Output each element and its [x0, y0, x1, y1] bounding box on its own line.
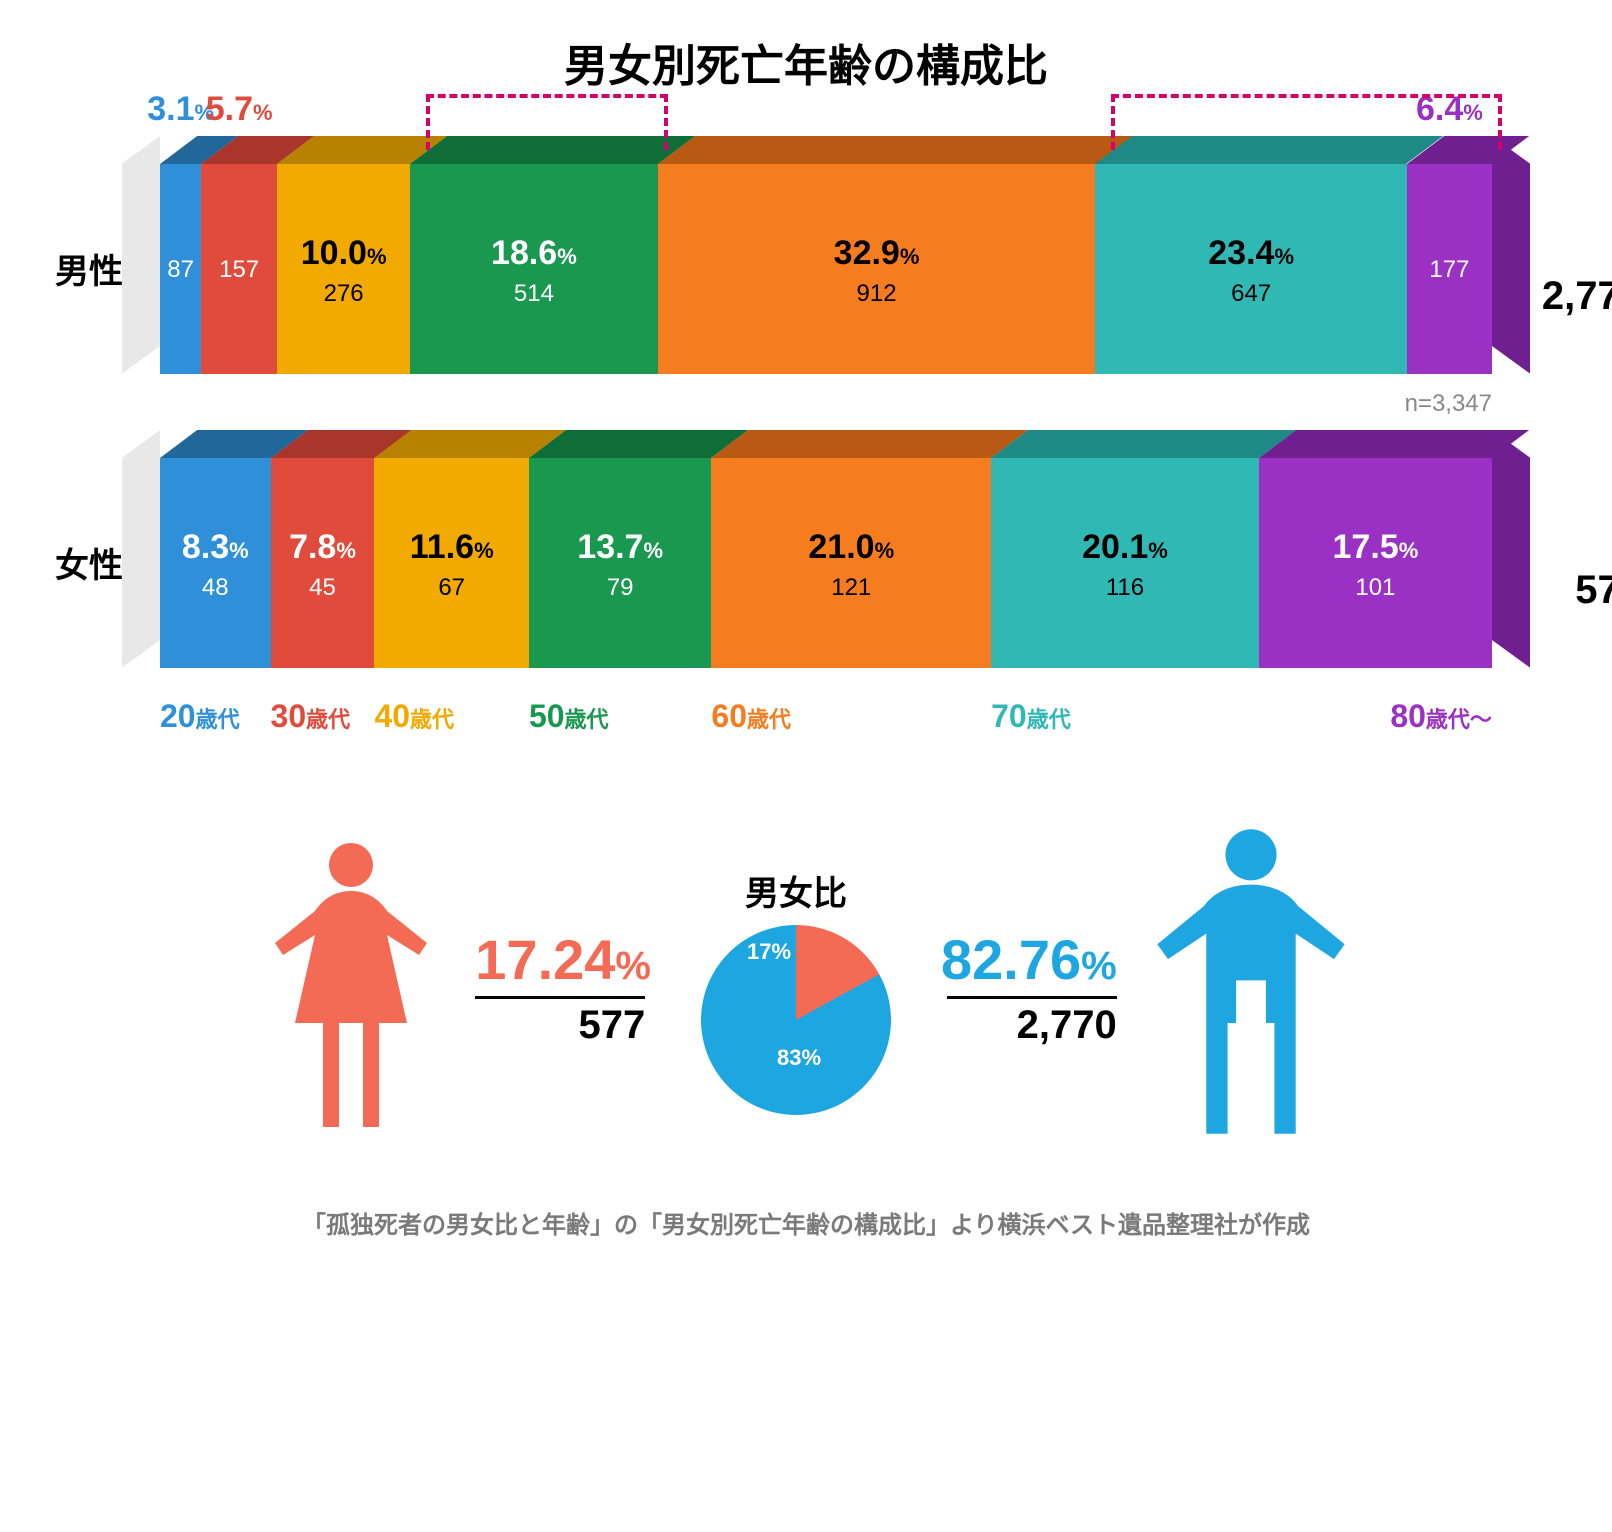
row-label-female: 女性 [55, 538, 123, 587]
pie-title: 男女比 [701, 866, 891, 915]
pct-label: 32.9% [834, 230, 920, 278]
pct-label: 11.6% [410, 524, 494, 572]
count-label: 121 [831, 574, 871, 602]
bar-seg-female-60: 21.0%121 [711, 458, 991, 668]
bar-seg-male-50: 18.6%514 [410, 164, 658, 374]
male-block: 82.76% 2,770 [941, 825, 1361, 1155]
pie-chart: 17% 83% [701, 925, 891, 1115]
bar3d-front-face: 3.1%875.7%15710.0%27618.6%51432.9%91223.… [160, 164, 1492, 374]
pct-label: 3.1% [147, 90, 214, 129]
bar-seg-male-60: 32.9%912 [658, 164, 1096, 374]
bar-seg-male-40: 10.0%276 [277, 164, 410, 374]
count-label: 912 [857, 280, 897, 308]
pct-label: 10.0% [301, 230, 387, 278]
count-label: 177 [1429, 256, 1469, 284]
bar-seg-female-50: 13.7%79 [529, 458, 711, 668]
axis-label-70: 70歳代 [991, 698, 1259, 735]
count-label: 276 [324, 280, 364, 308]
axis-label-50: 50歳代 [529, 698, 711, 735]
bar-top-seg-60 [711, 430, 1028, 458]
male-percentage: 82.76% [941, 932, 1117, 988]
bar3d-left-face [122, 136, 160, 374]
bar-seg-female-40: 11.6%67 [374, 458, 529, 668]
female-silhouette-icon [251, 835, 451, 1145]
female-percentage: 17.24% [475, 932, 651, 988]
total-female: 577 [1575, 568, 1612, 613]
pct-label: 8.3% [182, 524, 249, 572]
pct-label: 7.8% [289, 524, 356, 572]
count-label: 67 [438, 574, 465, 602]
axis-label-20: 20歳代 [160, 698, 271, 735]
count-label: 48 [202, 574, 229, 602]
bar-female: 女性 8.3%487.8%4511.6%6713.7%7921.0%12120.… [160, 458, 1492, 668]
bar-male: 男性 3.1%875.7%15710.0%27618.6%51432.9%912… [160, 164, 1492, 374]
bar3d-right-face [1492, 430, 1530, 668]
bar3d-left-face [122, 430, 160, 668]
count-label: 116 [1106, 574, 1144, 602]
pct-label: 13.7% [577, 524, 663, 572]
bar-top-seg-80 [1259, 430, 1529, 458]
count-label: 45 [309, 574, 336, 602]
chart-title: 男女別死亡年齢の構成比 [60, 30, 1552, 94]
bar-seg-male-30: 5.7%157 [201, 164, 277, 374]
female-block: 17.24% 577 [251, 835, 651, 1145]
bar-seg-female-20: 8.3%48 [160, 458, 271, 668]
bar-seg-male-20: 3.1%87 [160, 164, 201, 374]
bar-seg-male-70: 23.4%647 [1095, 164, 1406, 374]
pct-label: 20.1% [1082, 524, 1168, 572]
pct-label: 21.0% [808, 524, 894, 572]
total-male: 2,770 [1542, 274, 1612, 319]
male-silhouette-icon [1141, 825, 1361, 1155]
pie-label-female: 17% [747, 939, 791, 965]
bar3d-top-face [160, 430, 1492, 458]
bar-top-seg-60 [658, 136, 1133, 164]
row-label-male: 男性 [55, 244, 123, 293]
pct-label: 18.6% [491, 230, 577, 278]
pie-block: 男女比 17% 83% [701, 866, 891, 1115]
highlight-bracket [426, 94, 668, 150]
pct-label: 17.5% [1333, 524, 1419, 572]
bar-seg-female-70: 20.1%116 [991, 458, 1259, 668]
pct-label: 23.4% [1208, 230, 1294, 278]
x-axis: 20歳代30歳代40歳代50歳代60歳代70歳代80歳代〜 [160, 698, 1492, 735]
gender-ratio-section: 17.24% 577 男女比 17% 83% 82.76% 2,770 [60, 825, 1552, 1155]
count-label: 87 [167, 256, 194, 284]
count-label: 514 [514, 280, 554, 308]
axis-label-60: 60歳代 [711, 698, 991, 735]
pie-label-male: 83% [777, 1045, 821, 1071]
bar-top-seg-70 [991, 430, 1296, 458]
bar-seg-male-80: 6.4%177 [1407, 164, 1492, 374]
stacked-bars-area: 男性 3.1%875.7%15710.0%27618.6%51432.9%912… [160, 164, 1492, 735]
pct-label: 5.7% [206, 90, 273, 129]
male-count: 2,770 [947, 996, 1117, 1048]
female-count: 577 [475, 996, 645, 1048]
axis-label-30: 30歳代 [271, 698, 375, 735]
axis-label-80: 80歳代〜 [1259, 698, 1492, 735]
axis-label-40: 40歳代 [374, 698, 529, 735]
bar3d-right-face [1492, 136, 1530, 374]
count-label: 101 [1355, 574, 1395, 602]
highlight-bracket [1111, 94, 1502, 150]
count-label: 157 [219, 256, 259, 284]
count-label: 79 [607, 574, 634, 602]
bar-seg-female-30: 7.8%45 [271, 458, 375, 668]
n-label: n=3,347 [160, 390, 1492, 418]
source-citation: 「孤独死者の男女比と年齢」の「男女別死亡年齢の構成比」より横浜ベスト遺品整理社が… [60, 1205, 1552, 1240]
bar3d-front-face: 8.3%487.8%4511.6%6713.7%7921.0%12120.1%1… [160, 458, 1492, 668]
bar-seg-female-80: 17.5%101 [1259, 458, 1492, 668]
count-label: 647 [1231, 280, 1271, 308]
